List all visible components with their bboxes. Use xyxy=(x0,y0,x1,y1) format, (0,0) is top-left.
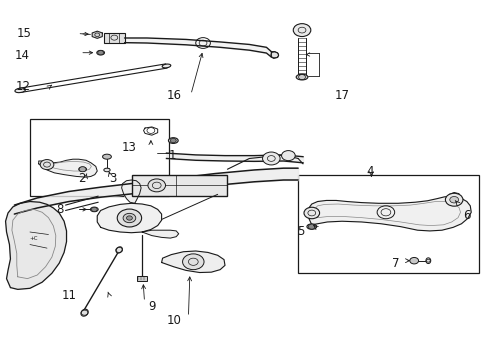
Ellipse shape xyxy=(116,247,122,253)
Circle shape xyxy=(148,179,165,192)
Text: 1: 1 xyxy=(168,149,176,162)
Circle shape xyxy=(409,257,418,264)
Circle shape xyxy=(182,254,203,270)
Ellipse shape xyxy=(162,64,170,68)
Text: 7: 7 xyxy=(391,257,399,270)
Ellipse shape xyxy=(425,258,430,264)
Polygon shape xyxy=(142,230,178,238)
Polygon shape xyxy=(143,127,158,135)
Ellipse shape xyxy=(81,309,88,316)
Bar xyxy=(30,119,168,196)
Ellipse shape xyxy=(296,74,307,80)
Text: 13: 13 xyxy=(121,141,136,154)
Circle shape xyxy=(126,216,132,220)
Ellipse shape xyxy=(90,207,98,212)
Text: 8: 8 xyxy=(57,203,64,216)
Ellipse shape xyxy=(103,168,110,172)
Ellipse shape xyxy=(97,50,104,55)
Ellipse shape xyxy=(306,224,316,229)
Text: 3: 3 xyxy=(109,172,117,185)
Circle shape xyxy=(262,152,280,165)
Text: 6: 6 xyxy=(462,210,469,222)
Polygon shape xyxy=(122,180,141,203)
Circle shape xyxy=(281,150,295,161)
Ellipse shape xyxy=(79,167,86,172)
Text: 10: 10 xyxy=(166,314,181,327)
Polygon shape xyxy=(271,51,278,58)
Bar xyxy=(137,276,147,281)
Text: 15: 15 xyxy=(17,27,31,40)
Circle shape xyxy=(170,138,176,143)
Circle shape xyxy=(304,207,319,219)
Text: 2: 2 xyxy=(79,172,86,185)
Text: 16: 16 xyxy=(166,89,181,102)
Text: 17: 17 xyxy=(334,89,349,102)
Circle shape xyxy=(117,209,142,227)
Circle shape xyxy=(40,159,54,170)
Text: 11: 11 xyxy=(61,289,76,302)
Circle shape xyxy=(293,24,310,37)
Circle shape xyxy=(308,224,315,229)
Circle shape xyxy=(445,193,462,206)
Polygon shape xyxy=(307,196,470,231)
Bar xyxy=(298,175,478,273)
Text: 14: 14 xyxy=(15,49,30,62)
Text: 4: 4 xyxy=(366,165,373,178)
Polygon shape xyxy=(39,159,97,177)
Text: +C: +C xyxy=(30,235,38,240)
Text: 5: 5 xyxy=(297,225,304,238)
Ellipse shape xyxy=(102,154,111,159)
Circle shape xyxy=(79,167,86,172)
Polygon shape xyxy=(92,31,102,39)
Circle shape xyxy=(449,197,458,203)
Circle shape xyxy=(123,213,136,223)
Circle shape xyxy=(91,207,97,212)
Ellipse shape xyxy=(168,138,178,143)
Bar xyxy=(104,33,124,42)
Text: 12: 12 xyxy=(15,80,30,93)
Circle shape xyxy=(98,50,103,55)
Bar xyxy=(132,175,227,196)
Ellipse shape xyxy=(15,88,25,93)
Text: 9: 9 xyxy=(148,300,155,313)
Polygon shape xyxy=(97,203,161,233)
Polygon shape xyxy=(5,202,66,289)
Polygon shape xyxy=(161,251,224,273)
